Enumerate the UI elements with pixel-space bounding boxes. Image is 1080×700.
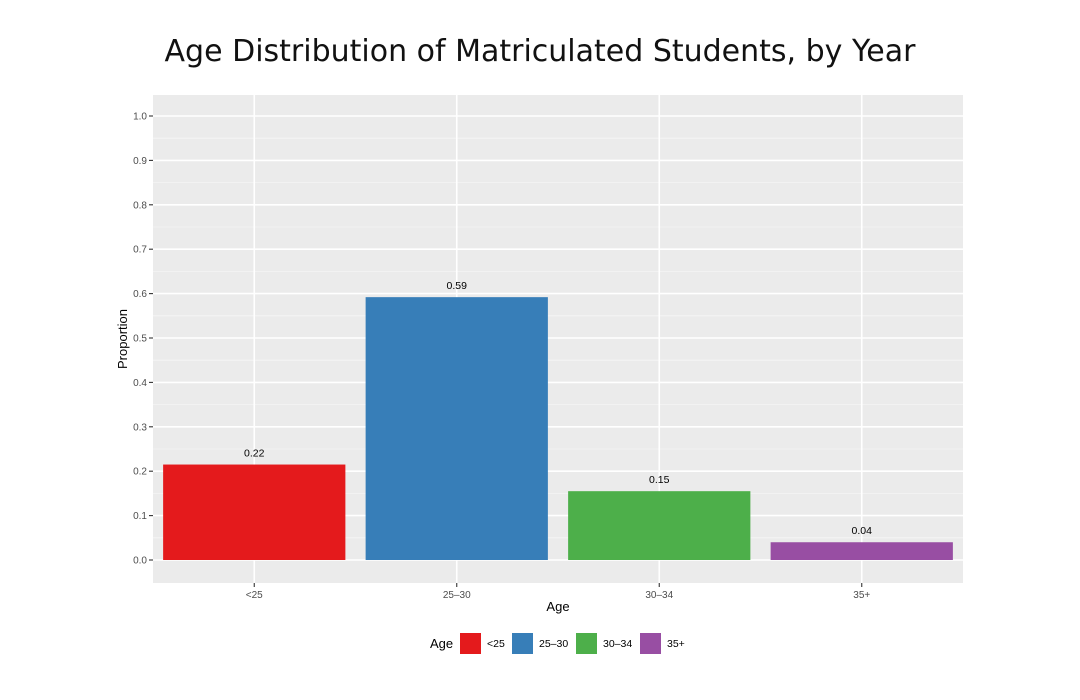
bar bbox=[770, 542, 953, 560]
y-tick-label: 0.6 bbox=[133, 289, 147, 300]
x-tick-label: <25 bbox=[246, 590, 263, 601]
bar bbox=[365, 297, 548, 560]
y-tick-label: 0.9 bbox=[133, 156, 147, 167]
chart-title: Age Distribution of Matriculated Student… bbox=[164, 34, 916, 69]
y-tick-label: 0.4 bbox=[133, 378, 147, 389]
data-label: 0.59 bbox=[447, 280, 468, 292]
legend-swatch bbox=[512, 633, 533, 654]
legend-title: Age bbox=[430, 636, 453, 651]
y-tick-label: 0.2 bbox=[133, 467, 147, 478]
legend-label: 35+ bbox=[667, 638, 685, 650]
legend-label: 30–34 bbox=[603, 638, 632, 650]
data-label: 0.15 bbox=[649, 474, 670, 486]
legend-swatch bbox=[460, 633, 481, 654]
x-axis-title: Age bbox=[546, 599, 569, 614]
x-tick-label: 30–34 bbox=[645, 590, 673, 601]
legend-swatch bbox=[576, 633, 597, 654]
data-label: 0.04 bbox=[852, 525, 873, 537]
y-tick-label: 0.8 bbox=[133, 200, 147, 211]
y-tick-label: 0.7 bbox=[133, 245, 147, 256]
legend: Age <25 25–30 30–34 35+ bbox=[430, 633, 685, 654]
y-axis-title: Proportion bbox=[115, 309, 130, 369]
data-labels: 0.22 0.59 0.15 0.04 bbox=[244, 280, 872, 537]
grid-minor bbox=[153, 137, 963, 539]
legend-swatch bbox=[640, 633, 661, 654]
x-tick-label: 35+ bbox=[853, 590, 870, 601]
y-tick-label: 0.0 bbox=[133, 556, 147, 567]
data-label: 0.22 bbox=[244, 448, 265, 460]
y-tick-label: 0.3 bbox=[133, 422, 147, 433]
y-tick-label: 1.0 bbox=[133, 112, 147, 123]
y-tick-label: 0.5 bbox=[133, 334, 147, 345]
x-tick-label: 25–30 bbox=[443, 590, 471, 601]
bar bbox=[568, 491, 751, 560]
y-axis: 0.0 0.1 0.2 0.3 0.4 0.5 0.6 0.7 0.8 0.9 1.0 bbox=[133, 112, 153, 567]
legend-label: <25 bbox=[487, 638, 505, 650]
legend-label: 25–30 bbox=[539, 638, 568, 650]
y-tick-label: 0.1 bbox=[133, 511, 147, 522]
bars bbox=[163, 297, 953, 560]
bar bbox=[163, 464, 346, 560]
x-axis: <25 25–30 30–34 35+ bbox=[246, 583, 870, 601]
